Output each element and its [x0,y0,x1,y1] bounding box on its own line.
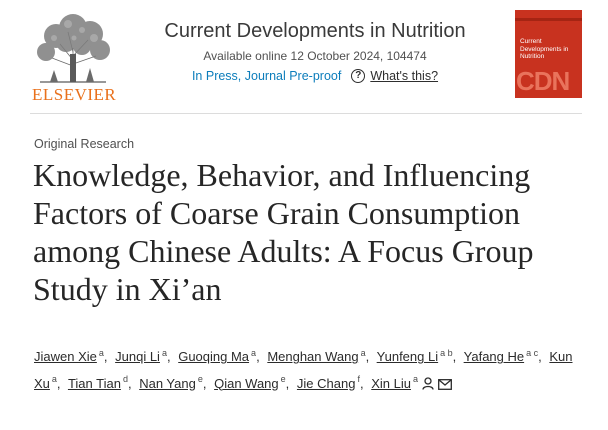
journal-header: ELSEVIER Current Developments in Nutriti… [0,0,608,112]
author-item: Guoqing Ma a, [178,348,263,365]
affiliation-marker[interactable]: a [360,348,366,358]
affiliation-marker[interactable]: a c [526,348,539,358]
affiliation-marker[interactable]: a [161,348,167,358]
status-row: In Press, Journal Pre-proof ? What's thi… [130,69,500,83]
journal-title-link[interactable]: Current Developments in Nutrition [164,20,466,42]
author-name-link[interactable]: Jiawen Xie [34,349,97,365]
author-separator: , [365,349,370,365]
author-separator: , [538,349,542,365]
author-separator: , [285,375,290,391]
author-name-link[interactable]: Yafang He [463,349,525,365]
affiliation-marker[interactable]: a [412,374,418,385]
author-item: Qian Wang e, [214,374,293,391]
journal-cover[interactable]: Current Developments in Nutrition CDN [515,10,582,98]
affiliation-marker[interactable]: e [197,374,203,385]
author-item: Yunfeng Li a b, [376,348,461,365]
author-item: Nan Yang e, [139,374,210,391]
availability-text: Available online 12 October 2024, 104474 [203,49,427,63]
author-separator: , [166,349,171,365]
article-type: Original Research [34,137,135,151]
author-item: Junqi Li a, [115,348,174,365]
affiliation-marker[interactable]: f [357,374,360,385]
author-name-link[interactable]: Menghan Wang [267,349,359,365]
author-separator: , [256,349,260,365]
cover-stripe [515,18,582,21]
author-separator: , [127,375,132,391]
mail-icon[interactable] [438,378,452,390]
author-separator: , [103,349,108,365]
author-name-link[interactable]: Kun Xu [34,349,573,391]
author-item: Jie Chang f, [296,374,368,391]
author-list: Jiawen Xie a, Junqi Li a, Guoqing Ma a, Men… [34,342,594,395]
cover-abbrev: CDN [516,66,570,96]
author-separator: , [359,375,364,391]
author-name-link[interactable]: Qian Wang [214,375,279,391]
elsevier-tree-icon [30,8,116,84]
whats-this-button[interactable]: ? What's this? [351,69,438,83]
author-name-link[interactable]: Nan Yang [139,375,196,391]
journal-info: Current Developments in Nutrition Availa… [130,20,500,83]
author-name-link[interactable]: Xin Liu [371,375,411,391]
author-item: Tian Tian d, [67,374,136,391]
author-name-link[interactable]: Junqi Li [115,349,160,365]
author-item: Kun Xu a, [34,349,573,390]
whats-this-label: What's this? [370,69,439,83]
affiliation-marker[interactable]: d [122,374,128,385]
affiliation-marker[interactable]: a [51,374,57,385]
author-separator: , [202,375,207,391]
author-name-link[interactable]: Yunfeng Li [376,349,439,365]
author-separator: , [56,375,61,391]
affiliation-marker[interactable]: a [251,348,257,358]
author-name-link[interactable]: Guoqing Ma [178,349,250,365]
author-name-link[interactable]: Jie Chang [296,375,356,391]
affiliation-marker[interactable]: a [98,348,104,358]
affiliation-marker[interactable]: e [280,374,286,385]
question-icon: ? [351,69,366,83]
author-item: Jiawen Xie a, [34,348,112,365]
article-status: In Press, Journal Pre-proof [191,69,342,83]
cover-title: Current Developments in Nutrition [520,38,569,60]
elsevier-logo[interactable]: ELSEVIER [30,8,116,104]
person-icon[interactable] [422,377,434,390]
article-title: Knowledge, Behavior, and Influencing Fac… [33,157,534,307]
author-item: Menghan Wang a, [267,348,373,365]
author-item: Xin Liu a [371,374,452,391]
publisher-name: ELSEVIER [32,85,117,104]
author-name-link[interactable]: Tian Tian [67,375,121,391]
author-separator: , [452,349,457,365]
header-divider [30,113,582,114]
author-item: Yafang He a c, [463,348,546,365]
affiliation-marker[interactable]: a b [440,348,453,358]
